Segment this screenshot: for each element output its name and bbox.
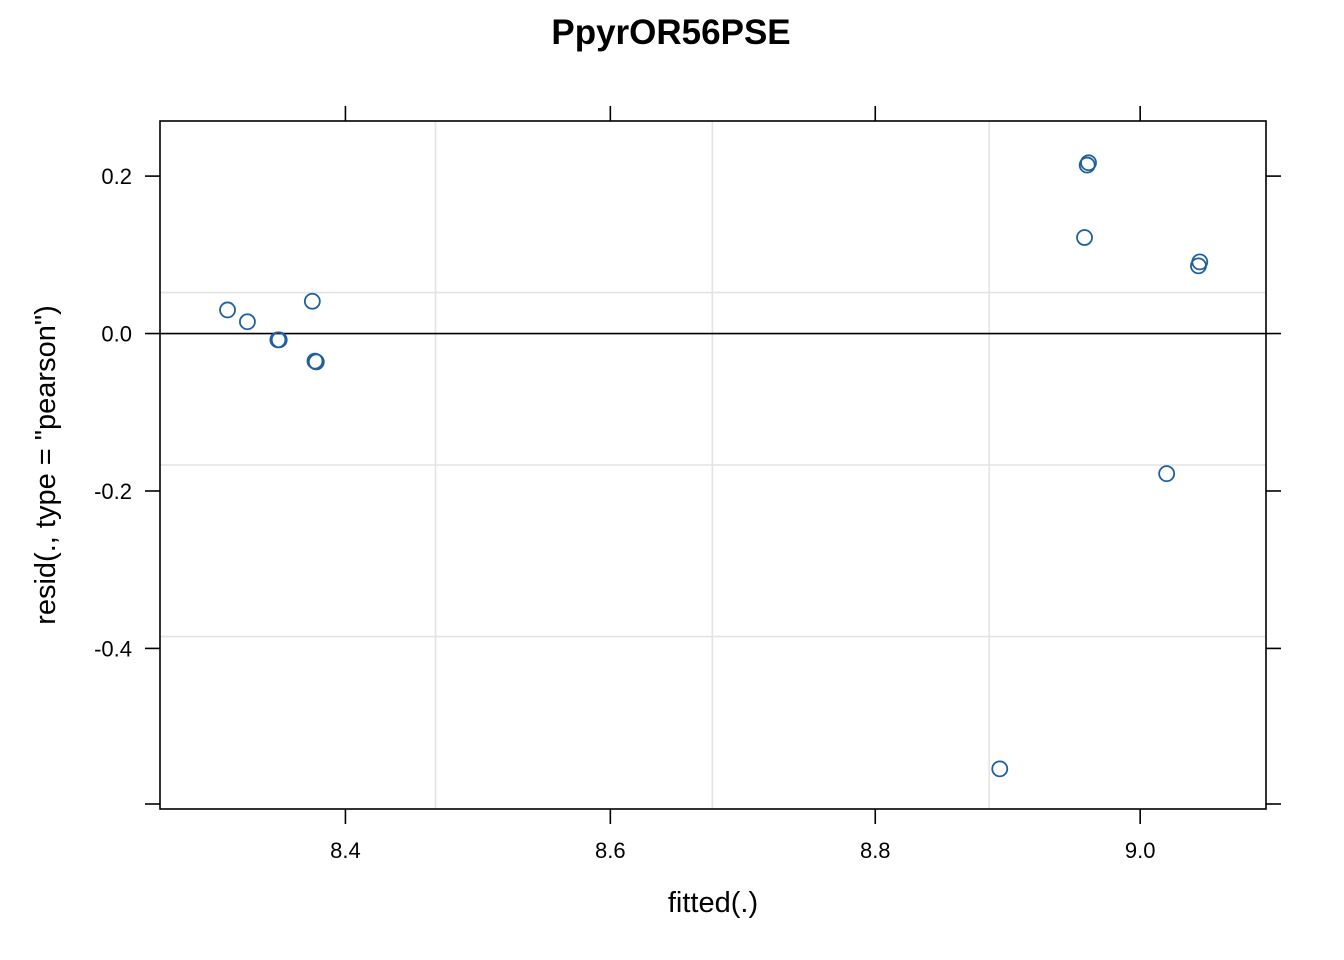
y-axis-ticks: -0.4 -0.2 0.0 0.2 [94,164,1281,805]
x-axis-ticks: 8.4 8.6 8.8 9.0 [330,106,1155,863]
data-point-7 [991,760,1009,778]
y-tick-label-1: -0.2 [94,479,132,504]
data-point-1 [239,313,256,331]
grid-lines [160,121,1266,809]
data-point-6 [307,353,325,371]
data-point-2 [269,331,287,349]
data-point-13 [1191,253,1209,271]
x-tick-label-3: 9.0 [1125,838,1156,863]
y-tick-label-3: 0.2 [101,164,132,189]
data-point-4 [303,292,321,310]
y-tick-label-0: -0.4 [94,636,132,661]
data-point-3 [270,331,288,349]
x-tick-label-1: 8.6 [595,838,626,863]
x-tick-label-2: 8.8 [860,838,891,863]
data-point-11 [1158,465,1176,483]
data-point-9 [1078,156,1096,174]
data-point-10 [1080,154,1097,172]
y-axis-label: resid(., type = "pearson") [30,305,62,625]
y-tick-label-2: 0.0 [101,322,132,347]
chart-title: PpyrOR56PSE [551,13,790,52]
x-axis-label: fitted(.) [668,887,758,919]
data-point-0 [219,301,236,319]
data-points [219,154,1209,778]
x-tick-label-0: 8.4 [330,838,361,863]
data-point-8 [1076,229,1093,246]
plot-frame [159,120,1267,810]
